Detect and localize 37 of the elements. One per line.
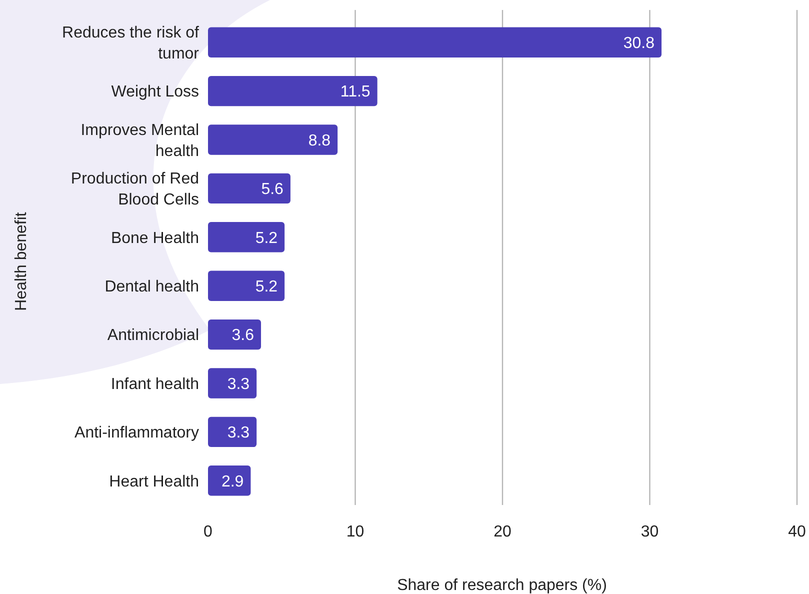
x-tick-label: 20 <box>494 523 512 540</box>
bar <box>208 416 257 448</box>
bar <box>208 124 338 155</box>
bar <box>208 222 285 252</box>
bar <box>208 76 378 106</box>
data-label: 5.2 <box>255 230 278 247</box>
data-label: 5.2 <box>255 278 278 296</box>
bar <box>208 319 262 350</box>
data-label: 11.5 <box>340 84 370 101</box>
data-label: 30.8 <box>623 34 655 52</box>
x-axis-title: Share of research papers (%) <box>397 577 607 594</box>
x-tick-label: 0 <box>204 523 213 540</box>
data-label: 3.6 <box>232 327 254 344</box>
y-tick-label: Anti-inflammatory <box>74 424 199 442</box>
data-label: 8.8 <box>308 132 331 150</box>
data-label: 2.9 <box>221 473 244 490</box>
data-label: 3.3 <box>227 424 250 442</box>
data-label: 5.6 <box>261 181 284 198</box>
bar <box>208 270 285 301</box>
y-tick-label: Production of Red Blood Cells <box>70 170 199 209</box>
bar <box>208 27 662 58</box>
x-tick-label: 40 <box>788 523 806 540</box>
y-tick-label: Reduces the risk of tumor <box>62 24 200 62</box>
x-tick-label: 10 <box>346 523 364 540</box>
y-tick-label: Dental health <box>104 278 199 296</box>
y-axis-title: Health benefit <box>13 212 30 311</box>
bar <box>208 173 290 204</box>
bar <box>208 466 251 496</box>
y-tick-label: Weight Loss <box>111 84 199 101</box>
y-tick-label: Improves Mental health <box>80 122 199 160</box>
x-tick-label: 30 <box>640 523 659 540</box>
y-tick-label: Bone Health <box>110 230 199 247</box>
y-tick-label: Antimicrobial <box>107 327 199 344</box>
data-label: 3.3 <box>227 376 250 393</box>
y-tick-label: Heart Health <box>109 473 199 490</box>
y-tick-label: Infant health <box>110 376 199 393</box>
bar <box>208 368 257 398</box>
